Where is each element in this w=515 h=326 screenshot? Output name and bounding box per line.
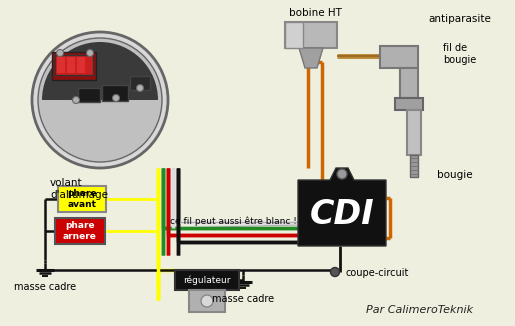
Bar [410,155,418,177]
Bar [380,46,418,68]
Text: phare
avant: phare avant [67,189,97,209]
Circle shape [87,50,94,56]
Text: CDI: CDI [310,199,374,231]
Bar [285,22,337,48]
Bar [400,68,418,98]
Bar [52,52,96,80]
Circle shape [112,95,119,101]
Bar [55,55,93,75]
Text: fil de
bougie: fil de bougie [443,43,476,65]
Bar [57,57,65,73]
Circle shape [337,169,347,179]
Bar [175,270,239,290]
Text: coupe-circuit: coupe-circuit [345,268,408,278]
Bar [78,88,100,102]
Circle shape [201,295,213,307]
Polygon shape [299,48,323,68]
Circle shape [57,50,63,56]
Text: antiparasite: antiparasite [428,14,491,24]
Text: masse cadre: masse cadre [212,294,274,304]
Circle shape [136,84,144,92]
Circle shape [331,268,339,276]
Bar [189,290,225,312]
Text: Par CalimeroTeknik: Par CalimeroTeknik [367,305,474,315]
Polygon shape [298,168,386,246]
Circle shape [38,38,162,162]
Text: bougie: bougie [437,170,473,180]
Text: ce fil peut aussi être blanc !: ce fil peut aussi être blanc ! [169,216,297,226]
Bar [285,22,303,48]
Bar [58,186,106,212]
Bar [407,110,421,155]
Bar [130,76,150,90]
Bar [77,57,85,73]
Bar [67,57,75,73]
Text: bobine HT: bobine HT [288,8,341,18]
Bar [102,85,128,101]
Text: phare
arnere: phare arnere [63,221,97,241]
Circle shape [32,32,168,168]
Circle shape [73,96,79,103]
Text: volant
d'allumage: volant d'allumage [50,178,108,200]
Wedge shape [42,42,158,100]
Text: régulateur: régulateur [183,275,231,285]
Bar [55,218,105,244]
Text: masse cadre: masse cadre [14,282,76,292]
Bar [395,98,423,110]
